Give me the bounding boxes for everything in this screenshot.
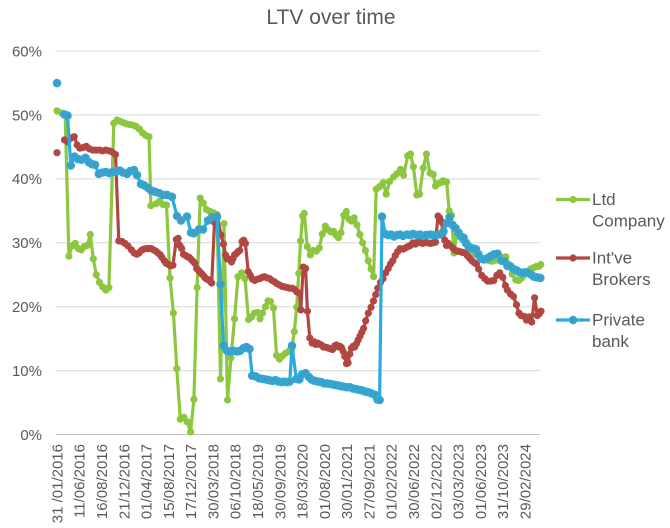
svg-text:18/05/2019: 18/05/2019 bbox=[250, 444, 267, 519]
svg-text:50%: 50% bbox=[12, 107, 42, 124]
svg-text:15/08/2017: 15/08/2017 bbox=[161, 444, 178, 519]
svg-text:40%: 40% bbox=[12, 171, 42, 188]
svg-text:11/06/2016: 11/06/2016 bbox=[72, 444, 89, 518]
svg-text:18/03/2020: 18/03/2020 bbox=[295, 444, 312, 519]
svg-text:bank: bank bbox=[592, 332, 629, 351]
svg-text:31 /01/2016: 31 /01/2016 bbox=[49, 444, 66, 523]
svg-text:17/12/2017: 17/12/2017 bbox=[183, 444, 200, 519]
svg-text:Brokers: Brokers bbox=[592, 270, 651, 289]
svg-text:30/01/2021: 30/01/2021 bbox=[339, 444, 356, 519]
svg-text:01/06/2023: 01/06/2023 bbox=[473, 444, 490, 519]
svg-text:Private: Private bbox=[592, 311, 645, 330]
svg-text:60%: 60% bbox=[12, 43, 42, 60]
svg-text:03/03/2023: 03/03/2023 bbox=[451, 444, 468, 519]
svg-text:30/09/2019: 30/09/2019 bbox=[272, 444, 289, 519]
svg-text:0%: 0% bbox=[20, 427, 42, 444]
svg-text:Ltd: Ltd bbox=[592, 190, 616, 209]
svg-text:29/02/2024: 29/02/2024 bbox=[518, 444, 535, 519]
svg-text:10%: 10% bbox=[12, 363, 42, 380]
svg-text:27/09/2021: 27/09/2021 bbox=[362, 444, 379, 519]
svg-text:Int've: Int've bbox=[592, 249, 632, 268]
svg-text:31/10/2023: 31/10/2023 bbox=[495, 444, 512, 519]
svg-text:30%: 30% bbox=[12, 235, 42, 252]
svg-text:30/06/2022: 30/06/2022 bbox=[406, 444, 423, 519]
svg-text:16/08/2016: 16/08/2016 bbox=[94, 444, 111, 519]
svg-text:02/12/2022: 02/12/2022 bbox=[428, 444, 445, 519]
svg-text:21/12/2016: 21/12/2016 bbox=[116, 444, 133, 519]
svg-text:01/08/2020: 01/08/2020 bbox=[317, 444, 334, 519]
svg-text:30/03/2018: 30/03/2018 bbox=[205, 444, 222, 519]
svg-text:LTV over time: LTV over time bbox=[266, 6, 395, 29]
svg-text:01/04/2017: 01/04/2017 bbox=[139, 444, 156, 519]
svg-text:06/10/2018: 06/10/2018 bbox=[228, 444, 245, 519]
svg-text:01/02/2022: 01/02/2022 bbox=[384, 444, 401, 519]
svg-text:20%: 20% bbox=[12, 299, 42, 316]
svg-text:Company: Company bbox=[592, 212, 665, 231]
